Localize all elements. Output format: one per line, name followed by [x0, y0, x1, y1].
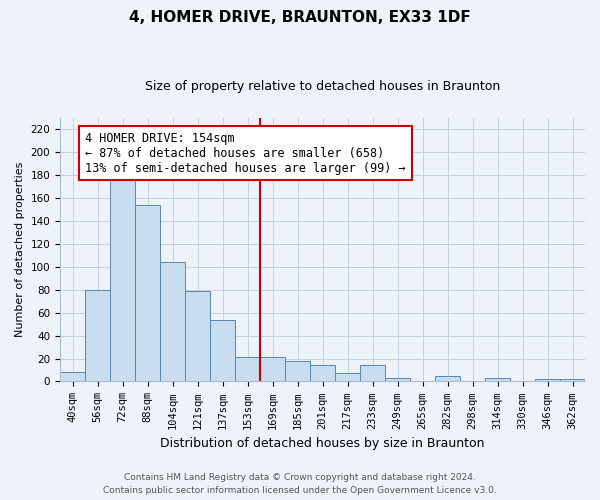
Bar: [310, 366, 335, 382]
Bar: [485, 378, 510, 382]
Bar: [560, 379, 585, 382]
Y-axis label: Number of detached properties: Number of detached properties: [15, 162, 25, 338]
Bar: [160, 262, 185, 382]
Bar: [285, 361, 310, 382]
Bar: [435, 376, 460, 382]
Bar: [260, 358, 285, 382]
Bar: [360, 366, 385, 382]
Bar: [110, 174, 135, 382]
Title: Size of property relative to detached houses in Braunton: Size of property relative to detached ho…: [145, 80, 500, 93]
Bar: [210, 320, 235, 382]
Text: 4 HOMER DRIVE: 154sqm
← 87% of detached houses are smaller (658)
13% of semi-det: 4 HOMER DRIVE: 154sqm ← 87% of detached …: [85, 132, 406, 174]
Bar: [335, 374, 360, 382]
Bar: [385, 378, 410, 382]
Bar: [135, 205, 160, 382]
Text: 4, HOMER DRIVE, BRAUNTON, EX33 1DF: 4, HOMER DRIVE, BRAUNTON, EX33 1DF: [129, 10, 471, 25]
Bar: [235, 358, 260, 382]
X-axis label: Distribution of detached houses by size in Braunton: Distribution of detached houses by size …: [160, 437, 485, 450]
Bar: [535, 379, 560, 382]
Bar: [60, 372, 85, 382]
Text: Contains HM Land Registry data © Crown copyright and database right 2024.
Contai: Contains HM Land Registry data © Crown c…: [103, 474, 497, 495]
Bar: [185, 291, 210, 382]
Bar: [85, 290, 110, 382]
